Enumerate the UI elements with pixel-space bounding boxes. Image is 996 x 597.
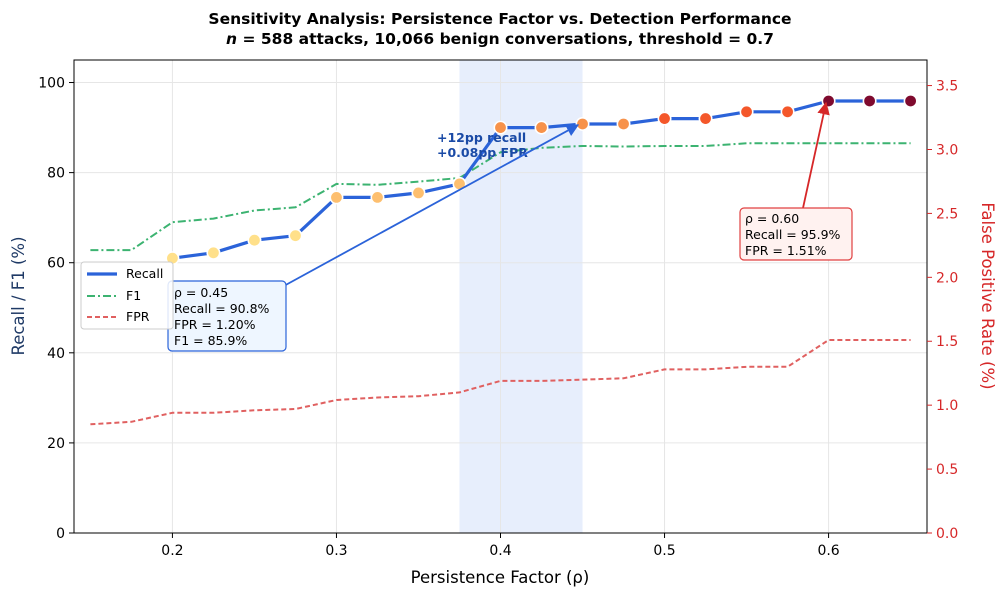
legend-frame (80, 261, 174, 330)
recall-point-14 (657, 111, 672, 126)
subtitle-italic: n (226, 30, 237, 48)
y-left-tick-label-2: 40 (47, 346, 65, 362)
x-tick-label-4: 0.6 (817, 543, 839, 559)
legend-label-f1: F1 (126, 288, 141, 303)
recall-point-15 (698, 111, 713, 126)
delta-label-recall: +12pp recall (437, 130, 526, 145)
y-right-tick-label-3: 1.5 (936, 334, 958, 350)
y-right-tick-label-5: 2.5 (936, 206, 958, 222)
series-line-2 (90, 339, 911, 426)
annotation-045-line1: ρ = 0.45 (174, 285, 228, 300)
x-tick-label-0: 0.2 (161, 543, 183, 559)
y-right-tick-label-0: 0.0 (936, 526, 958, 542)
recall-point-10 (493, 120, 508, 135)
legend-label-fpr: FPR (126, 309, 150, 324)
recall-point-19 (862, 93, 877, 108)
y-right-tick-label-2: 1.0 (936, 398, 958, 414)
highlight-band (459, 60, 583, 533)
highlight-band-layer (459, 60, 583, 533)
x-tick-label-2: 0.4 (489, 543, 511, 559)
y-axis-right-label: False Positive Rate (%) (978, 202, 996, 389)
annotation-060-line1: ρ = 0.60 (745, 211, 799, 226)
recall-point-16 (739, 104, 754, 119)
annotation-arrow-060 (802, 101, 830, 209)
recall-point-5 (288, 228, 303, 243)
recall-point-3 (206, 245, 221, 260)
recall-point-6 (329, 190, 344, 205)
recall-point-11 (534, 120, 549, 135)
y-left-tick-label-4: 80 (47, 166, 65, 182)
recall-point-4 (247, 233, 262, 248)
y-right-tick-label-4: 2.0 (936, 270, 958, 286)
recall-point-13 (616, 116, 631, 131)
recall-point-18 (821, 93, 836, 108)
annotation-060-line3: FPR = 1.51% (745, 243, 827, 258)
chart-title: Sensitivity Analysis: Persistence Factor… (208, 10, 791, 28)
annotation-layer: ρ = 0.45 Recall = 90.8% FPR = 1.20% F1 =… (167, 101, 853, 352)
x-tick-label-1: 0.3 (325, 543, 347, 559)
annotation-045-line2: Recall = 90.8% (174, 301, 270, 316)
y-right-tick-label-7: 3.5 (936, 79, 958, 95)
recall-point-7 (370, 190, 385, 205)
x-tick-label-3: 0.5 (653, 543, 675, 559)
x-axis-label: Persistence Factor (ρ) (411, 568, 590, 587)
y-axis-left-label: Recall / F1 (%) (9, 236, 28, 355)
series-line-1 (90, 142, 911, 252)
axis-layer: 0.2 0.3 0.4 0.5 0.6 0 20 40 60 80 100 0.0 0.5 1.0 1.5 2… (38, 76, 958, 559)
subtitle-rest: = 588 attacks, 10,066 benign conversatio… (237, 30, 774, 48)
y-left-tick-label-1: 20 (47, 436, 65, 452)
legend: Recall F1 FPR (80, 261, 174, 330)
grid-layer (74, 60, 927, 534)
annotation-060-line2: Recall = 95.9% (745, 227, 841, 242)
y-right-tick-label-6: 3.0 (936, 142, 958, 158)
y-left-tick-label-0: 0 (56, 526, 65, 542)
delta-label-fpr: +0.08pp FPR (437, 145, 528, 160)
annotation-box-060 (739, 207, 853, 261)
recall-point-12 (575, 116, 590, 131)
annotation-045-line3: FPR = 1.20% (174, 317, 256, 332)
recall-point-8 (411, 185, 426, 200)
y-right-tick-label-1: 0.5 (936, 462, 958, 478)
recall-point-20 (903, 93, 918, 108)
annotation-arrow-045 (281, 124, 580, 288)
chart-subtitle: n = 588 attacks, 10,066 benign conversat… (226, 30, 774, 48)
y-left-tick-label-5: 100 (38, 76, 65, 92)
y-left-tick-label-3: 60 (47, 256, 65, 272)
marker-layer (165, 93, 918, 266)
legend-label-recall: Recall (126, 266, 163, 281)
annotation-045-line4: F1 = 85.9% (174, 333, 247, 348)
recall-point-17 (780, 104, 795, 119)
